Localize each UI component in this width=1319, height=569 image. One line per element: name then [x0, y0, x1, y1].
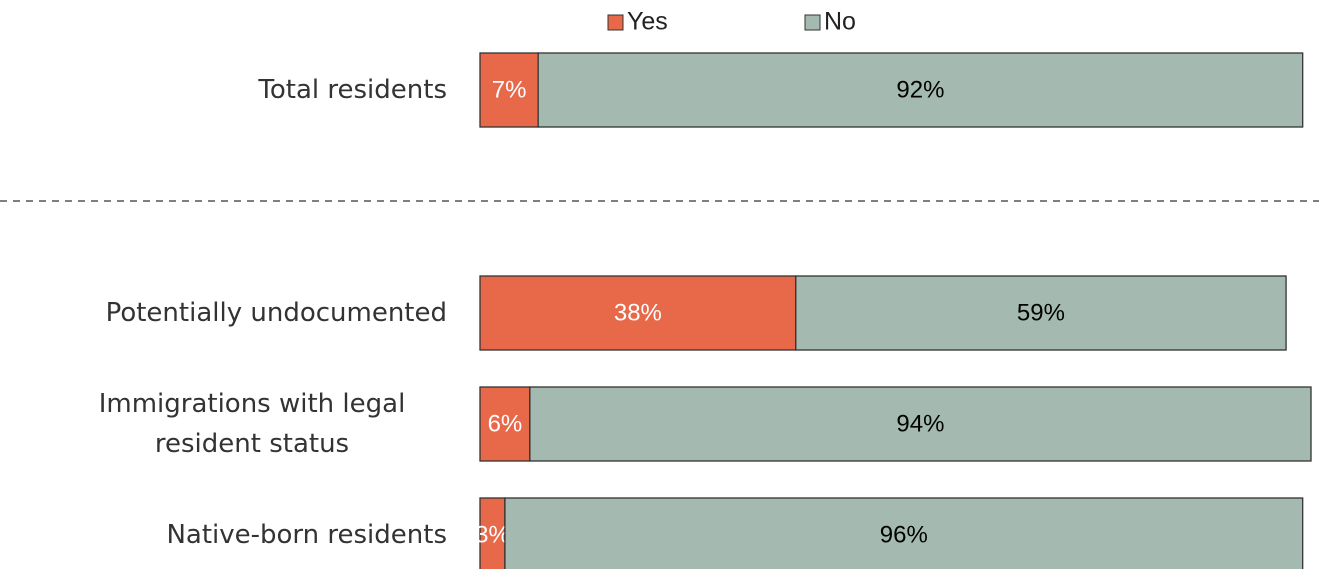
- bar-segment: [537, 52, 1304, 128]
- category-label: Native-born residents: [166, 485, 447, 569]
- value-label: 92%: [896, 76, 944, 103]
- value-label: 7%: [492, 76, 527, 103]
- legend-label: Yes: [627, 8, 668, 36]
- bar-segment: [529, 386, 1312, 462]
- category-label: Potentially undocumented: [106, 263, 447, 363]
- legend-swatch: [607, 14, 624, 31]
- bar-segment: [479, 275, 797, 351]
- category-text: Total residents: [258, 75, 447, 105]
- category-label: Total residents: [258, 40, 447, 140]
- category-text: Native-born residents: [166, 520, 447, 550]
- value-label: 3%: [475, 521, 510, 548]
- value-label: 94%: [896, 410, 944, 437]
- value-label: 38%: [614, 299, 662, 326]
- bar-segment: [504, 497, 1304, 569]
- category-label: Immigrations with legal resident status: [57, 374, 447, 474]
- category-text: Immigrations with legal resident status: [98, 389, 406, 459]
- value-label: 96%: [880, 521, 928, 548]
- bar-segment: [479, 52, 539, 128]
- value-label: 59%: [1017, 299, 1065, 326]
- bar-segment: [795, 275, 1287, 351]
- legend-swatch: [804, 14, 821, 31]
- category-text: Potentially undocumented: [105, 298, 447, 328]
- legend-label: No: [824, 8, 856, 36]
- bar-segment: [479, 497, 506, 569]
- value-label: 6%: [488, 410, 523, 437]
